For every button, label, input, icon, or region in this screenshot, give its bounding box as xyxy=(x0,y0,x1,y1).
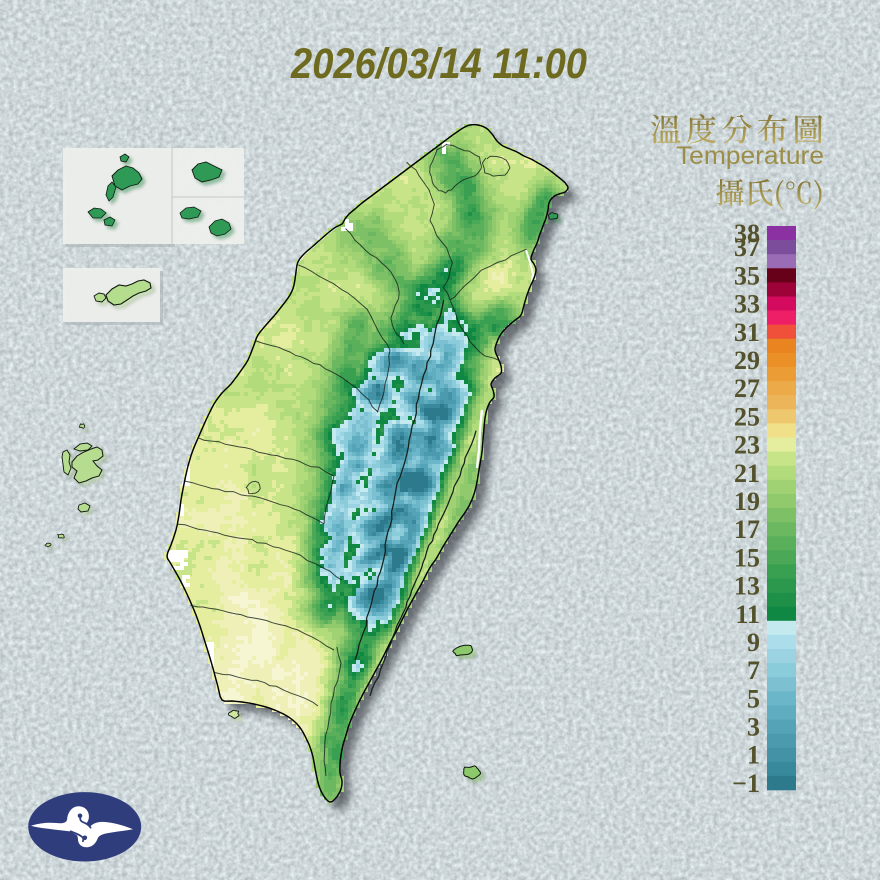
svg-text:2026/03/14 11:00: 2026/03/14 11:00 xyxy=(290,40,587,88)
svg-text:Temperature: Temperature xyxy=(676,142,824,170)
svg-text:17: 17 xyxy=(734,515,760,544)
svg-text:38: 38 xyxy=(734,219,760,248)
svg-text:5: 5 xyxy=(747,684,760,713)
svg-text:−1: −1 xyxy=(732,769,760,798)
svg-text:23: 23 xyxy=(734,431,760,460)
svg-text:19: 19 xyxy=(734,487,760,516)
svg-text:25: 25 xyxy=(734,402,760,431)
svg-text:27: 27 xyxy=(734,374,760,403)
svg-text:1: 1 xyxy=(747,741,760,770)
svg-text:21: 21 xyxy=(734,459,760,488)
svg-text:9: 9 xyxy=(747,628,760,657)
svg-text:7: 7 xyxy=(747,656,760,685)
svg-text:11: 11 xyxy=(735,600,760,629)
svg-text:3: 3 xyxy=(747,713,760,742)
svg-text:13: 13 xyxy=(734,572,760,601)
svg-text:15: 15 xyxy=(734,543,760,572)
svg-text:33: 33 xyxy=(734,290,760,319)
svg-text:31: 31 xyxy=(734,318,760,347)
svg-text:29: 29 xyxy=(734,346,760,375)
svg-text:35: 35 xyxy=(734,261,760,290)
svg-text:37: 37 xyxy=(734,233,760,262)
